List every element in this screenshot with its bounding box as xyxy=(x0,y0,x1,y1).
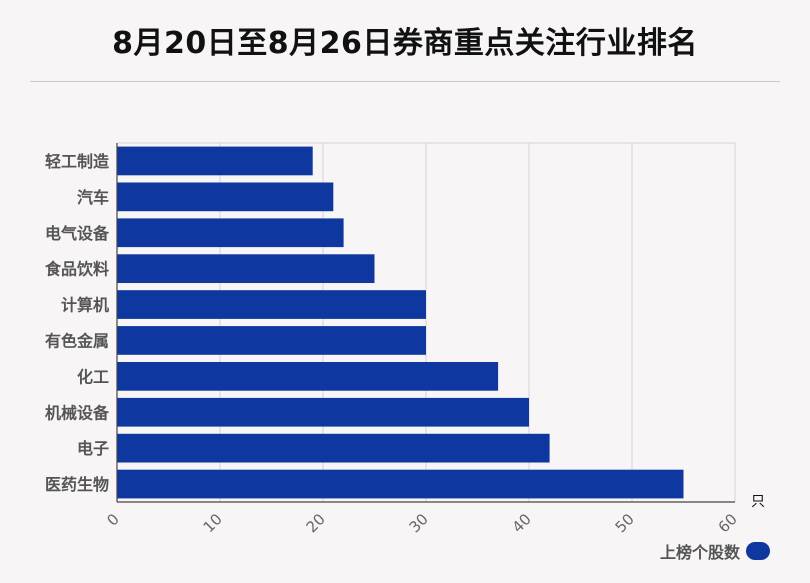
category-label: 计算机 xyxy=(61,296,109,315)
category-label: 电子 xyxy=(77,439,109,458)
title-divider xyxy=(30,81,780,82)
bar xyxy=(117,218,344,248)
bar xyxy=(117,326,426,355)
x-tick-label: 60 xyxy=(715,510,741,536)
legend: 上榜个股数 xyxy=(660,539,770,563)
axes xyxy=(116,143,735,503)
bar xyxy=(117,361,499,391)
category-label: 电气设备 xyxy=(45,224,110,243)
bar xyxy=(117,469,684,499)
bar xyxy=(117,397,529,427)
x-unit-label: 只 xyxy=(751,494,765,510)
legend-label: 上榜个股数 xyxy=(659,543,740,562)
category-label: 有色金属 xyxy=(45,331,109,350)
category-label: 汽车 xyxy=(77,188,109,207)
category-label: 轻工制造 xyxy=(45,152,110,171)
category-label: 食品饮料 xyxy=(44,260,109,279)
bar xyxy=(117,290,426,319)
x-tick-label: 40 xyxy=(509,510,535,536)
bar xyxy=(117,182,334,212)
x-tick-label: 30 xyxy=(406,510,432,536)
chart-title: 8月20日至8月26日券商重点关注行业排名 xyxy=(112,26,698,61)
category-label: 医药生物 xyxy=(45,475,109,494)
category-label: 化工 xyxy=(77,367,109,386)
category-label: 机械设备 xyxy=(45,403,110,422)
x-tick-label: 20 xyxy=(303,510,329,536)
x-tick-label: 0 xyxy=(103,510,122,529)
bar xyxy=(117,254,375,284)
x-tick-label: 10 xyxy=(200,510,226,536)
x-tick-label: 50 xyxy=(612,510,638,536)
legend-swatch xyxy=(746,542,770,560)
bar xyxy=(117,146,313,176)
bars xyxy=(117,146,684,499)
bar xyxy=(117,433,550,463)
